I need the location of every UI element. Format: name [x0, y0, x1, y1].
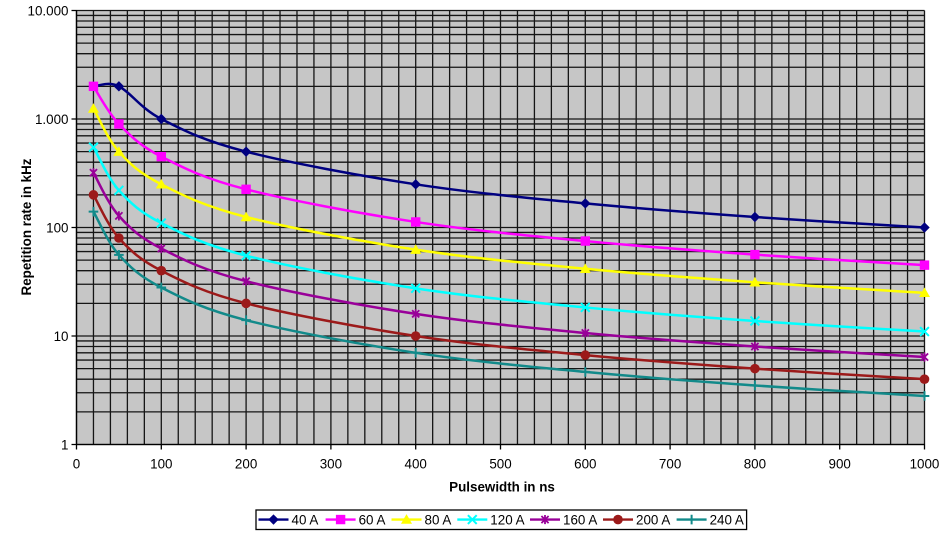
svg-text:160 A: 160 A — [563, 512, 597, 527]
svg-text:0: 0 — [73, 457, 80, 472]
svg-text:1.000: 1.000 — [35, 112, 69, 127]
svg-text:200 A: 200 A — [636, 512, 670, 527]
svg-text:10: 10 — [54, 329, 69, 344]
svg-text:900: 900 — [829, 457, 851, 472]
svg-text:100: 100 — [150, 457, 172, 472]
svg-text:700: 700 — [659, 457, 681, 472]
svg-text:10.000: 10.000 — [28, 3, 69, 18]
svg-text:400: 400 — [405, 457, 427, 472]
svg-text:80 A: 80 A — [425, 512, 452, 527]
svg-text:300: 300 — [320, 457, 342, 472]
svg-text:200: 200 — [235, 457, 257, 472]
svg-text:Pulsewidth in ns: Pulsewidth in ns — [449, 480, 555, 495]
svg-text:1: 1 — [61, 437, 68, 452]
svg-text:500: 500 — [489, 457, 511, 472]
svg-text:1000: 1000 — [910, 457, 940, 472]
svg-text:120 A: 120 A — [490, 512, 524, 527]
svg-text:800: 800 — [744, 457, 766, 472]
svg-text:40 A: 40 A — [292, 512, 319, 527]
svg-text:100: 100 — [46, 220, 68, 235]
svg-text:600: 600 — [574, 457, 596, 472]
svg-text:60 A: 60 A — [359, 512, 386, 527]
svg-text:240 A: 240 A — [710, 512, 744, 527]
svg-text:Repetition rate in kHz: Repetition rate in kHz — [19, 158, 34, 295]
